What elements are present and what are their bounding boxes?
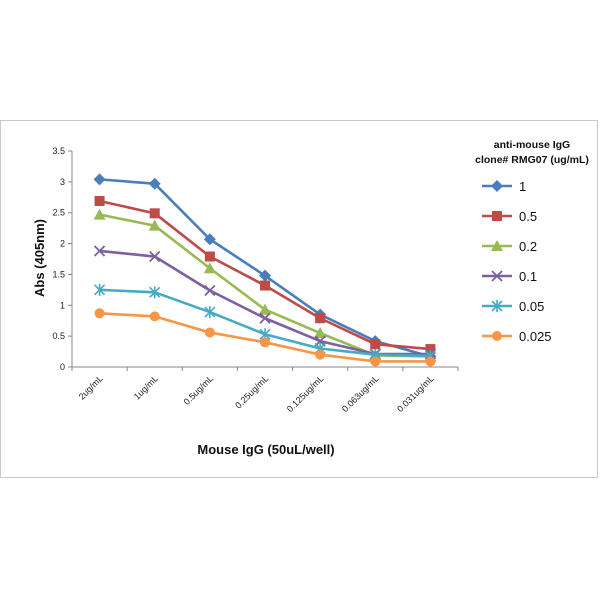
legend-label: 0.1 bbox=[519, 269, 537, 284]
x-tick-label: 0.25ug/mL bbox=[233, 373, 270, 410]
data-point bbox=[204, 251, 215, 262]
legend-swatch-marker bbox=[491, 180, 503, 192]
x-tick-label: 0.063ug/mL bbox=[340, 373, 381, 414]
x-tick-label: 0.5ug/mL bbox=[182, 373, 216, 407]
axes bbox=[68, 150, 459, 371]
series-layer bbox=[93, 173, 437, 367]
data-point bbox=[370, 339, 381, 350]
x-tick-label: 1ug/mL bbox=[132, 373, 160, 401]
data-point bbox=[94, 283, 106, 296]
data-point bbox=[203, 233, 216, 246]
legend-label: 0.025 bbox=[519, 329, 552, 344]
y-tick-label: 0 bbox=[60, 362, 65, 372]
data-point bbox=[149, 286, 161, 299]
data-point bbox=[149, 250, 161, 263]
y-tick-label: 1.5 bbox=[52, 269, 65, 279]
data-point bbox=[93, 208, 106, 220]
data-point bbox=[260, 337, 270, 348]
legend-item-0.025: 0.025 bbox=[482, 329, 552, 344]
legend-item-0.5: 0.5 bbox=[482, 209, 537, 224]
data-point bbox=[204, 306, 216, 319]
data-point bbox=[259, 269, 271, 282]
y-tick-label: 3.5 bbox=[52, 146, 65, 156]
data-point bbox=[94, 195, 105, 206]
legend-swatch-marker bbox=[492, 331, 502, 341]
data-point bbox=[148, 177, 161, 190]
data-point bbox=[425, 344, 436, 355]
y-tick-labels: 0 0.5 1 1.5 2 2.5 3 3.5 bbox=[52, 146, 65, 372]
legend-items: 1 0.5 0.2 0.1 0.05 0.025 bbox=[482, 179, 552, 344]
data-point bbox=[203, 262, 216, 274]
legend-label: 0.5 bbox=[519, 209, 537, 224]
data-point bbox=[259, 312, 271, 324]
data-point bbox=[259, 303, 271, 315]
data-point bbox=[93, 173, 106, 186]
data-point bbox=[204, 284, 216, 297]
series-0.05 bbox=[94, 283, 436, 362]
legend-item-1: 1 bbox=[482, 179, 526, 194]
y-tick-label: 2 bbox=[60, 239, 65, 249]
y-tick-label: 1 bbox=[60, 300, 65, 310]
x-tick-label: 0.125ug/mL bbox=[285, 373, 326, 414]
legend-label: 1 bbox=[519, 179, 526, 194]
legend-label: 0.05 bbox=[519, 299, 544, 314]
legend-item-0.2: 0.2 bbox=[482, 239, 537, 254]
legend-swatch-marker bbox=[491, 240, 503, 251]
data-point bbox=[370, 356, 381, 367]
data-point bbox=[315, 349, 326, 360]
y-tick-label: 2.5 bbox=[52, 208, 65, 218]
data-point bbox=[149, 311, 160, 322]
data-point bbox=[149, 208, 160, 219]
x-tick-label: 2ug/mL bbox=[77, 373, 105, 401]
y-axis-title: Abs (405nm) bbox=[32, 219, 47, 297]
legend-title-line-2: clone# RMG07 (ug/mL) bbox=[475, 154, 589, 166]
legend-item-0.1: 0.1 bbox=[482, 269, 537, 284]
legend: anti-mouse IgG clone# RMG07 (ug/mL) 1 0.5… bbox=[475, 139, 589, 344]
y-tick-label: 0.5 bbox=[52, 331, 65, 341]
series-0.025 bbox=[94, 308, 436, 367]
data-point bbox=[425, 356, 436, 367]
x-tick-labels: 2ug/mL 1ug/mL 0.5ug/mL 0.25ug/mL 0.125ug/mL 0… bbox=[77, 373, 436, 414]
y-tick-label: 3 bbox=[60, 177, 65, 187]
legend-swatch-marker bbox=[491, 300, 503, 312]
legend-swatch-marker bbox=[491, 270, 503, 282]
data-point bbox=[314, 327, 327, 339]
series-0.5 bbox=[94, 195, 436, 355]
data-point bbox=[260, 280, 270, 291]
legend-title-line-1: anti-mouse IgG bbox=[494, 139, 570, 151]
data-point bbox=[204, 327, 215, 338]
data-point bbox=[93, 245, 106, 257]
legend-label: 0.2 bbox=[519, 239, 537, 254]
legend-item-0.05: 0.05 bbox=[482, 299, 544, 314]
x-axis-title: Mouse IgG (50uL/well) bbox=[197, 442, 334, 457]
data-point bbox=[315, 313, 326, 324]
x-tick-label: 0.031ug/mL bbox=[395, 373, 436, 414]
data-point bbox=[94, 308, 105, 319]
data-point bbox=[148, 219, 161, 231]
legend-swatch-marker bbox=[492, 211, 502, 221]
